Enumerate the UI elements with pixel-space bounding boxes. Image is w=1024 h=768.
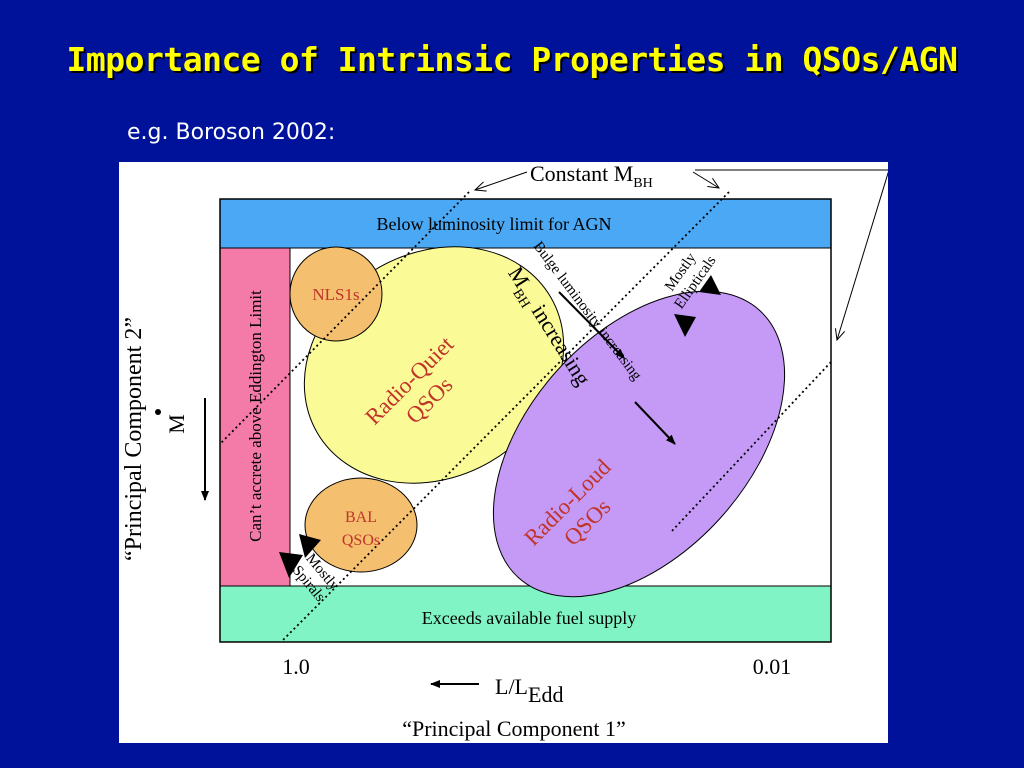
boroson-diagram: Constant MBH Below luminosity limit for …: [119, 162, 888, 743]
x-axis-title: “Principal Component 1”: [402, 716, 626, 741]
constant-mbh-line-3: [670, 361, 832, 533]
top-band-label: Below luminosity limit for AGN: [376, 214, 611, 234]
elliptical-triangle-2: [674, 314, 696, 337]
bal-circle: [304, 477, 418, 573]
x-tick-right: 0.01: [753, 654, 792, 679]
top-band: [219, 198, 832, 249]
nls1-circle: [289, 246, 383, 342]
constant-mbh-line-1: [219, 191, 470, 445]
plot-frame: [219, 198, 832, 643]
bottom-band: [219, 585, 832, 643]
constant-mbh-pointer-4: [837, 171, 888, 340]
mbh-increasing-arrow: [634, 401, 676, 445]
radio-loud-ellipse: [492, 290, 786, 598]
bal-label-1: BAL: [345, 509, 377, 526]
slide-subtitle: e.g. Boroson 2002:: [127, 120, 336, 145]
nls1-label: NLS1s: [312, 285, 359, 304]
x-tick-left: 1.0: [282, 654, 310, 679]
y-axis-label-dot: [155, 409, 161, 415]
slide-title: Importance of Intrinsic Properties in QS…: [66, 40, 958, 79]
elliptical-triangle-1: [699, 275, 721, 295]
left-band-label: Can’t accrete above Eddington Limit: [246, 290, 265, 542]
bottom-band-label: Exceeds available fuel supply: [422, 608, 636, 628]
diagram-svg: Constant MBH Below luminosity limit for …: [121, 162, 888, 741]
bal-label-2: QSOs: [342, 532, 380, 549]
constant-mbh-line-2: [280, 191, 730, 643]
constant-mbh-pointer-1: [475, 171, 528, 190]
x-axis-label: L/LEdd: [495, 674, 563, 707]
constant-mbh-pointer-2: [692, 171, 719, 188]
spiral-triangle-2: [299, 534, 321, 558]
constant-mbh-label: Constant MBH: [530, 162, 653, 191]
left-band: [219, 247, 291, 587]
bulge-luminosity-arrow: [558, 291, 625, 359]
spiral-triangle-1: [279, 552, 303, 578]
y-axis-title: “Principal Component 2”: [121, 317, 147, 561]
y-axis-label: M: [164, 414, 189, 434]
